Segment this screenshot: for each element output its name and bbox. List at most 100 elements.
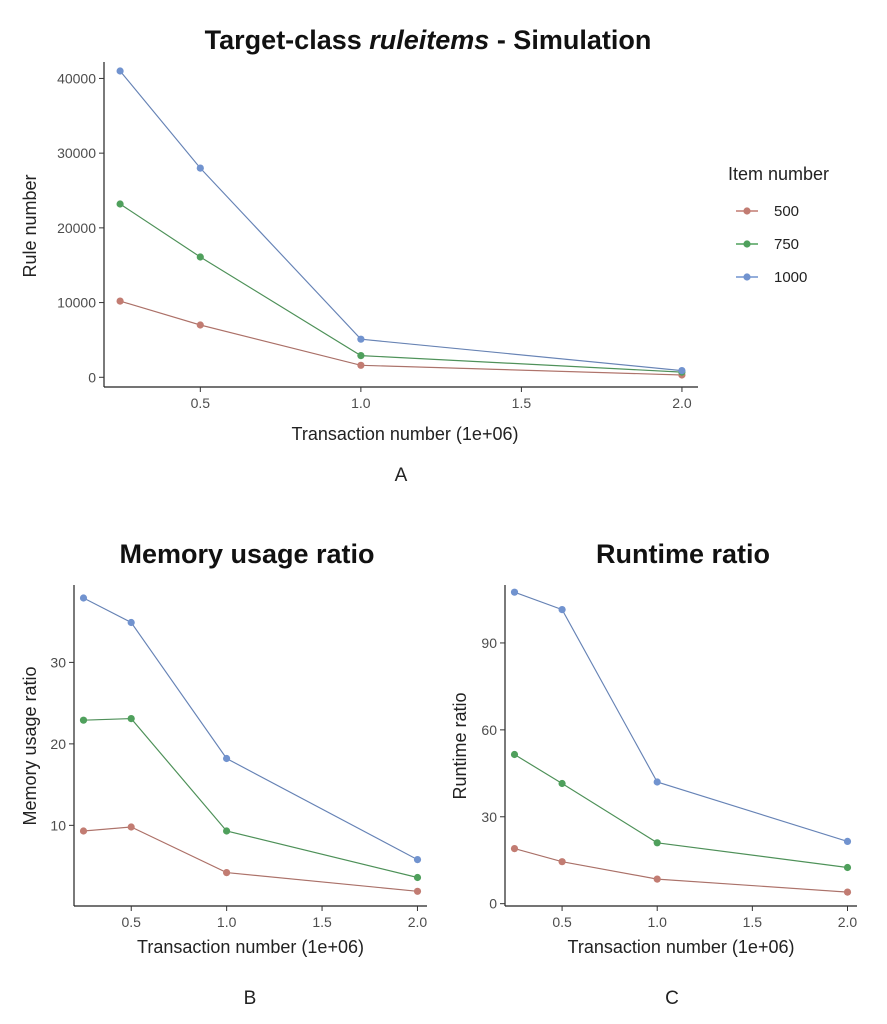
panel-a-point-500: [196, 321, 204, 329]
panel-a-point-1000: [678, 367, 686, 375]
panel-c-point-500: [558, 858, 566, 866]
panel-a-y-tick-label: 0: [88, 369, 96, 385]
panel-b-x-axis-label: Transaction number (1e+06): [137, 937, 364, 957]
panel-b-point-750: [127, 715, 135, 723]
panel-a-title-part: - Simulation: [489, 25, 651, 55]
legend-key-point: [743, 207, 751, 215]
panel-b-point-1000: [127, 618, 135, 627]
panel-b-point-1000: [413, 856, 422, 864]
panel-a-series-line-750: [119, 203, 682, 373]
panel-c-series-line-shade-750: [514, 754, 848, 868]
panel-a-series-line-1000: [119, 70, 682, 372]
panel-a-y-tick-label: 20000: [57, 220, 96, 236]
panel-c-point-500: [843, 888, 852, 896]
panel-b-y-axis-label: Memory usage ratio: [20, 666, 40, 825]
panel-c-letter: C: [665, 988, 679, 1009]
panel-a-x-tick-label: 1.0: [351, 395, 371, 411]
panel-c-y-tick-label: 0: [489, 896, 497, 912]
panel-c-point-750: [653, 839, 661, 847]
panel-b-y-tick-label: 10: [50, 817, 66, 833]
panel-c-y-tick-label: 30: [481, 809, 497, 825]
legend-item-1000: 1000: [736, 269, 807, 286]
panel-c-title: Runtime ratio: [596, 539, 770, 569]
panel-c-point-500: [510, 845, 519, 853]
panel-a-y-tick-label: 10000: [57, 295, 96, 311]
panel-b-series-line-750: [83, 717, 418, 879]
panel-a-point-1000: [357, 335, 365, 343]
panel-b-letter: B: [244, 988, 257, 1009]
panel-a-letter: A: [395, 465, 408, 486]
panel-b-x-tick-label: 1.0: [217, 914, 237, 930]
panel-a: Target-class ruleitems - Simulation 0.5 1.…: [20, 25, 698, 486]
panel-b-point-500: [413, 887, 422, 895]
panel-b-point-500: [127, 823, 135, 831]
panel-a-point-1000: [196, 164, 204, 172]
panel-a-title-part: Target-class: [205, 25, 370, 55]
panel-c-series-line-1000: [514, 591, 848, 842]
panel-c-x-tick-label: 1.0: [647, 914, 667, 930]
panel-b-series-line-shade-1000: [83, 597, 418, 860]
panel-b: Memory usage ratio 0.5 1.0 1.5 2.0 10 20 30 Tran…: [20, 539, 427, 1009]
legend: Item number 500 750 1000: [728, 164, 829, 286]
panel-a-point-750: [116, 200, 124, 208]
panel-a-x-tick-label: 0.5: [191, 395, 211, 411]
panel-b-title-part: Memory usage ratio: [119, 539, 374, 569]
panel-a-y-tick-label: 40000: [57, 70, 96, 86]
panel-a-x-tick-label: 1.5: [512, 395, 532, 411]
panel-a-point-750: [196, 253, 204, 261]
panel-c-point-500: [653, 875, 661, 883]
panel-c-point-750: [510, 750, 519, 759]
panel-b-title: Memory usage ratio: [119, 539, 374, 569]
panel-c-y-tick-label: 90: [481, 635, 497, 651]
panel-a-title-part: ruleitems: [369, 25, 489, 55]
panel-b-point-1000: [79, 594, 88, 602]
panel-c-title-part: Runtime ratio: [596, 539, 770, 569]
legend-key-point: [743, 273, 751, 281]
panel-a-title: Target-class ruleitems - Simulation: [205, 25, 652, 55]
panel-c-point-1000: [843, 837, 852, 846]
panel-a-x-axis-label: Transaction number (1e+06): [292, 424, 519, 444]
legend-label: 500: [774, 203, 799, 220]
panel-c-series-line-500: [514, 848, 848, 893]
legend-title: Item number: [728, 164, 829, 184]
panel-c-point-1000: [653, 778, 661, 786]
panel-b-y-tick-label: 30: [50, 654, 66, 670]
panel-a-point-750: [357, 352, 365, 360]
legend-label: 1000: [774, 269, 807, 286]
panel-b-point-750: [413, 873, 422, 882]
panel-c-x-axis-label: Transaction number (1e+06): [568, 937, 795, 957]
panel-b-series-line-1000: [83, 597, 418, 861]
panel-b-series-line-500: [83, 826, 418, 892]
panel-c-y-axis-label: Runtime ratio: [450, 692, 470, 799]
panel-b-y-tick-label: 20: [50, 736, 66, 752]
panel-a-series-line-500: [119, 300, 682, 376]
panel-b-series-line-shade-750: [83, 718, 418, 878]
panel-c-series-line-shade-500: [514, 848, 848, 893]
legend-item-750: 750: [736, 236, 799, 253]
panel-c-point-750: [558, 779, 566, 788]
panel-c-point-750: [843, 863, 852, 872]
panel-b-point-1000: [223, 754, 231, 763]
legend-label: 750: [774, 236, 799, 253]
panel-a-series-line-shade-1000: [119, 70, 682, 371]
panel-b-point-500: [79, 827, 88, 835]
panel-b-x-tick-label: 2.0: [408, 914, 428, 930]
panel-b-series-line-shade-500: [83, 826, 418, 892]
panel-c-x-tick-label: 0.5: [552, 914, 572, 930]
panel-a-y-tick-label: 30000: [57, 145, 96, 161]
panel-a-y-axis-label: Rule number: [20, 174, 40, 277]
panel-a-series-line-shade-750: [119, 203, 682, 373]
panel-a-point-500: [116, 297, 124, 305]
panel-c-y-tick-label: 60: [481, 722, 497, 738]
panel-a-x-tick-label: 2.0: [672, 395, 692, 411]
panel-c-point-1000: [510, 588, 519, 596]
panel-b-point-750: [79, 716, 88, 724]
panel-c-series-line-750: [514, 753, 848, 869]
panel-c-series-line-shade-1000: [514, 591, 848, 842]
panel-c: Runtime ratio 0.5 1.0 1.5 2.0 0 30 60 90 Transact…: [450, 539, 857, 1009]
panel-b-point-750: [223, 827, 231, 835]
panel-c-x-tick-label: 1.5: [743, 914, 763, 930]
panel-b-x-tick-label: 0.5: [122, 914, 142, 930]
panel-b-x-tick-label: 1.5: [312, 914, 332, 930]
